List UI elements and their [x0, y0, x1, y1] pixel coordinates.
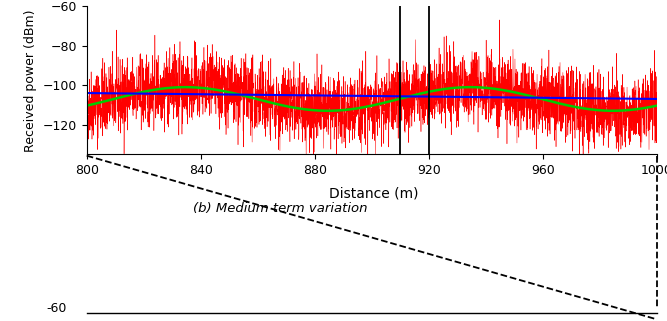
Y-axis label: Received power (dBm): Received power (dBm) — [24, 9, 37, 152]
Text: (b) Medium term variation: (b) Medium term variation — [193, 202, 368, 215]
Text: Distance (m): Distance (m) — [329, 186, 418, 200]
Text: -60: -60 — [46, 302, 67, 315]
